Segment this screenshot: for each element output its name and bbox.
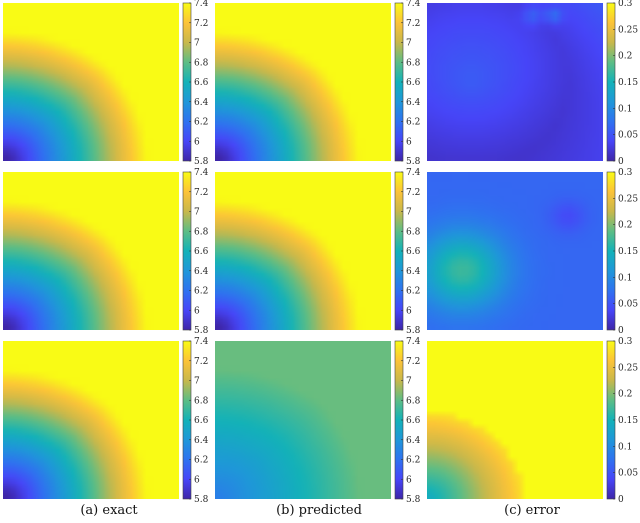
heatmap-error-row2	[427, 172, 603, 330]
colorbar-tick-label: 6.2	[406, 456, 420, 466]
colorbar-tick-label: 6.8	[406, 58, 421, 68]
caption-predicted: (b) predicted	[276, 503, 362, 518]
colorbar-tick-label: 0.05	[618, 469, 638, 479]
colorbar-tick-label: 6.8	[194, 396, 209, 406]
colorbar-tick-label: 0.15	[618, 247, 638, 257]
colorbar-tick-label: 6.4	[194, 436, 209, 446]
colorbar-tick-label: 7	[194, 208, 200, 218]
colorbar-tick-label: 0.2	[618, 390, 632, 400]
colorbar-tick-label: 5.8	[406, 495, 421, 505]
colorbar-tick-label: 6.8	[194, 227, 209, 237]
heatmap-exact-row2	[3, 172, 179, 330]
colorbar-tick-label: 6	[194, 306, 200, 316]
colorbar-tick-label: 6	[194, 475, 200, 485]
colorbar-tick-label: 0	[618, 157, 624, 167]
caption-error: (c) error	[504, 503, 561, 518]
colorbar-tick-label: 5.8	[194, 495, 209, 505]
colorbar-tick-label: 5.8	[406, 157, 421, 167]
colorbar-tick-label: 0.05	[618, 131, 638, 141]
colorbar-tick-label: 0.1	[618, 273, 632, 283]
colorbar-tick-label: 5.8	[194, 157, 209, 167]
heatmap-predicted-row3	[215, 341, 391, 499]
colorbar-tick-label: 7.2	[194, 188, 208, 198]
colorbar-tick-label: 6.8	[406, 396, 421, 406]
heatmap-predicted-row1	[215, 3, 391, 161]
colorbar-tick-label: 7	[406, 208, 412, 218]
colorbar-tick-label: 0.1	[618, 104, 632, 114]
colorbar-tick-label: 6	[406, 475, 412, 485]
colorbar-tick-label: 7.2	[194, 19, 208, 29]
caption-exact: (a) exact	[80, 503, 138, 518]
colorbar-tick-label: 0.1	[618, 442, 632, 452]
colorbar-tick-label: 0.15	[618, 416, 638, 426]
colorbar-tick-label: 6.8	[406, 227, 421, 237]
colorbar-tick-label: 0.2	[618, 52, 632, 62]
colorbar-tick-label: 7.4	[406, 0, 421, 9]
colorbar-tick-label: 0	[618, 495, 624, 505]
colorbar-tick-label: 7.2	[406, 19, 420, 29]
colorbar-tick-label: 0.25	[618, 363, 638, 373]
colorbar-tick-label: 7	[194, 377, 200, 387]
colorbar-tick-label: 0.05	[618, 300, 638, 310]
colorbar-tick-label: 6	[406, 306, 412, 316]
colorbar-tick-label: 6.6	[406, 247, 421, 257]
colorbar-tick-label: 0.25	[618, 194, 638, 204]
colorbar-tick-label: 6.4	[194, 98, 209, 108]
colorbar-tick-label: 0.25	[618, 25, 638, 35]
heatmap-exact-row1	[3, 3, 179, 161]
colorbar-tick-label: 6	[194, 137, 200, 147]
colorbar-tick-label: 6.6	[194, 78, 209, 88]
colorbar-tick-label: 0	[618, 326, 624, 336]
colorbar-tick-label: 7.4	[194, 337, 209, 347]
heatmap-error-row1	[427, 3, 603, 161]
colorbar-tick-label: 6.6	[406, 416, 421, 426]
colorbar-tick-label: 6.4	[406, 267, 421, 277]
colorbar-tick-label: 6.4	[406, 436, 421, 446]
colorbar-tick-label: 5.8	[194, 326, 209, 336]
colorbar-tick-label: 7.2	[194, 357, 208, 367]
colorbar-tick-label: 7.2	[406, 188, 420, 198]
colorbar-tick-label: 7	[406, 377, 412, 387]
colorbar-tick-label: 0.3	[618, 337, 633, 347]
colorbar-tick-label: 0.3	[618, 0, 633, 9]
colorbar-tick-label: 6.6	[406, 78, 421, 88]
heatmap-predicted-row2	[215, 172, 391, 330]
heatmap-error-row3	[427, 341, 603, 499]
colorbar-tick-label: 6.2	[406, 287, 420, 297]
colorbar-tick-label: 0.2	[618, 221, 632, 231]
colorbar-tick-label: 7	[194, 39, 200, 49]
colorbar-tick-label: 6.4	[406, 98, 421, 108]
colorbar-tick-label: 6.2	[194, 456, 208, 466]
colorbar-tick-label: 6.4	[194, 267, 209, 277]
colorbar-tick-label: 7.4	[194, 0, 209, 9]
colorbar-tick-label: 7.4	[406, 337, 421, 347]
colorbar-tick-label: 0.3	[618, 168, 633, 178]
heatmap-exact-row3	[3, 341, 179, 499]
colorbar-tick-label: 6.2	[194, 287, 208, 297]
colorbar-tick-label: 7	[406, 39, 412, 49]
colorbar-tick-label: 5.8	[406, 326, 421, 336]
colorbar-tick-label: 7.4	[406, 168, 421, 178]
colorbar-tick-label: 6.2	[194, 118, 208, 128]
colorbar-tick-label: 6.6	[194, 416, 209, 426]
colorbar-tick-label: 0.15	[618, 78, 638, 88]
colorbar-tick-label: 6	[406, 137, 412, 147]
colorbar-tick-label: 6.8	[194, 58, 209, 68]
colorbar-tick-label: 6.2	[406, 118, 420, 128]
colorbar-tick-label: 7.4	[194, 168, 209, 178]
colorbar-tick-label: 6.6	[194, 247, 209, 257]
colorbar-tick-label: 7.2	[406, 357, 420, 367]
